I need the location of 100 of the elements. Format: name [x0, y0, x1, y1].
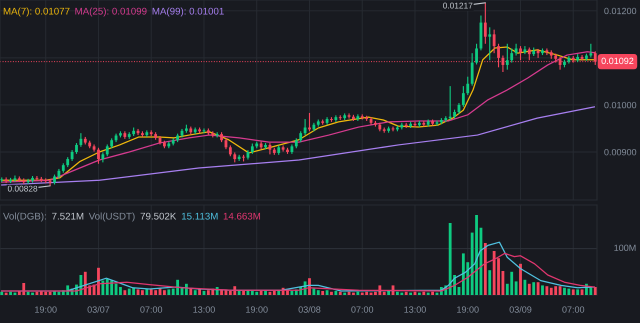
candlestick	[475, 43, 478, 66]
bar	[554, 286, 558, 295]
bar	[523, 280, 526, 295]
candlestick	[70, 150, 74, 162]
annotation: Vol(DGB):	[3, 212, 46, 222]
x-tick-label: 13:00	[193, 306, 215, 313]
bar	[268, 292, 272, 295]
ref-line-label: 0.01092	[602, 58, 634, 64]
candlestick	[220, 132, 223, 143]
bar	[431, 292, 434, 295]
bar	[387, 291, 390, 295]
bar	[128, 288, 131, 295]
annotation: 7.521M	[52, 212, 84, 220]
candlestick	[382, 126, 386, 134]
bar	[492, 251, 496, 295]
bar	[154, 290, 158, 295]
candlestick	[110, 138, 114, 149]
bar	[567, 288, 570, 295]
annotation: 0.00828	[8, 186, 38, 192]
bar	[198, 289, 201, 295]
candlestick	[44, 178, 48, 184]
bar	[101, 280, 104, 295]
x-tick-label: 03/09	[510, 306, 532, 313]
bar	[176, 280, 180, 295]
candlestick	[308, 112, 311, 132]
bar	[26, 292, 30, 295]
candlestick	[246, 150, 250, 160]
bar	[532, 282, 536, 295]
candlestick	[79, 132, 82, 148]
x-tick-label: 07:00	[351, 306, 374, 313]
ref-line-label: 100M	[614, 244, 636, 252]
candlestick	[58, 168, 60, 179]
candlestick	[268, 142, 272, 155]
candlestick	[75, 142, 78, 154]
candlestick	[444, 116, 448, 122]
bar	[206, 290, 210, 295]
annotation: 0.01217	[443, 2, 472, 9]
bar	[519, 264, 522, 295]
bar	[290, 291, 294, 295]
x-tick-label: 03/08	[298, 306, 320, 313]
bar	[545, 286, 548, 295]
candlestick	[470, 52, 474, 86]
bar	[312, 288, 316, 295]
x-tick-label: 07:00	[562, 306, 584, 313]
bar	[541, 285, 544, 295]
x-tick-label: 13:00	[404, 306, 426, 313]
x-tick-label: 19:00	[457, 306, 479, 313]
bar	[202, 291, 206, 295]
candlestick	[294, 138, 298, 149]
bar	[365, 292, 368, 295]
candlestick	[304, 118, 306, 136]
bar	[316, 290, 320, 295]
bar	[396, 292, 399, 295]
bar	[36, 292, 38, 295]
bar	[334, 291, 338, 295]
text: MA(25): 0.01099	[75, 7, 147, 17]
x-tick-label: 07:00	[140, 306, 162, 313]
candlestick	[62, 162, 65, 174]
candlestick	[506, 43, 509, 70]
candlestick	[101, 152, 104, 163]
candlestick	[448, 86, 452, 121]
candlestick	[228, 144, 232, 157]
bar	[123, 290, 126, 295]
bar	[356, 292, 360, 295]
candlestick	[360, 114, 364, 120]
text: MA(7): 0.01077	[4, 7, 70, 17]
bar	[132, 288, 136, 295]
bar	[48, 292, 52, 295]
candlestick	[97, 147, 100, 164]
bar	[194, 290, 197, 295]
candlestick	[514, 43, 518, 56]
bar	[536, 282, 540, 295]
candlestick	[404, 122, 408, 129]
y-tick-label: 0.01200	[604, 8, 636, 14]
bar	[326, 290, 328, 295]
bar	[462, 253, 465, 295]
y-tick-label: 0.00900	[604, 148, 636, 156]
candlestick	[224, 138, 228, 150]
candlestick	[458, 102, 460, 114]
bar	[330, 292, 333, 295]
annotation: 79.502K	[140, 212, 176, 220]
x-tick-label: 19:00	[246, 306, 268, 313]
candlestick	[462, 86, 465, 108]
y-tick-label: 0.01000	[604, 102, 636, 108]
text: 14.663M	[224, 212, 260, 220]
bar	[558, 286, 562, 295]
bar	[392, 285, 394, 295]
text: 15.113M	[182, 212, 218, 220]
bar	[260, 291, 263, 295]
candlestick	[492, 29, 496, 54]
bar	[488, 270, 492, 295]
candlestick	[290, 144, 294, 154]
candlestick	[589, 43, 592, 58]
bar	[580, 289, 584, 295]
candlestick	[338, 114, 342, 121]
text: MA(99): 0.01001	[152, 7, 224, 17]
bar	[414, 292, 416, 295]
x-tick-label: 19:00	[35, 306, 57, 313]
annotation: Vol(USDT)	[88, 212, 135, 222]
candlestick	[53, 174, 56, 186]
